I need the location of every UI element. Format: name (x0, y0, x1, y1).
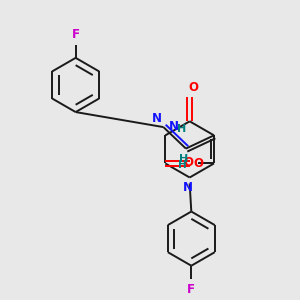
Text: O: O (184, 156, 194, 169)
Text: N: N (152, 112, 161, 125)
Text: H: H (178, 154, 188, 164)
Text: O: O (194, 157, 203, 170)
Text: N: N (183, 182, 193, 194)
Text: F: F (187, 283, 195, 296)
Text: F: F (72, 28, 80, 41)
Text: H: H (177, 124, 186, 134)
Text: N: N (169, 120, 178, 133)
Text: H: H (178, 160, 187, 170)
Text: O: O (189, 81, 199, 94)
